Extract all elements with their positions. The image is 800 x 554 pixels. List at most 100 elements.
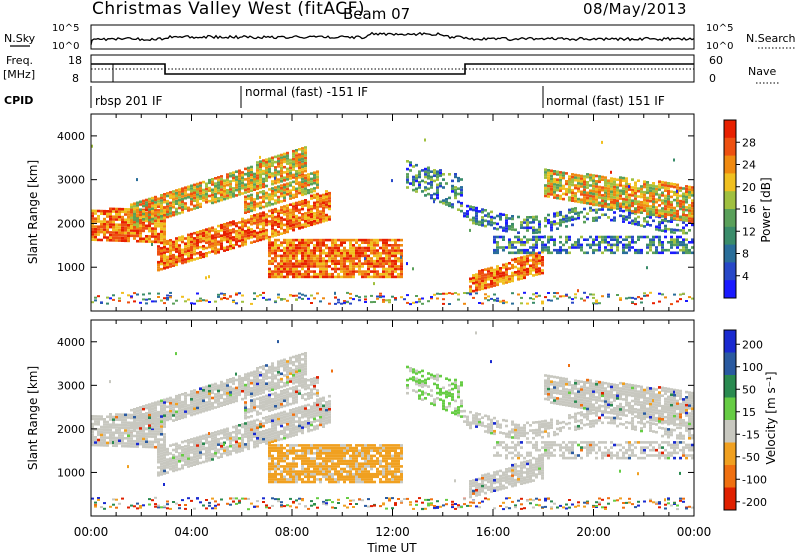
data-cell — [535, 257, 538, 261]
data-cell — [610, 177, 613, 180]
data-cell — [529, 221, 532, 224]
data-cell — [412, 183, 415, 187]
data-cell — [319, 259, 322, 263]
data-cell — [418, 300, 421, 303]
data-cell — [223, 187, 226, 190]
data-cell — [289, 246, 292, 250]
data-cell — [502, 263, 505, 267]
data-cell — [184, 258, 187, 261]
data-cell — [550, 185, 553, 188]
data-cell — [505, 270, 508, 274]
data-cell — [265, 215, 268, 219]
data-cell — [94, 501, 97, 504]
data-cell — [682, 218, 685, 222]
data-cell — [292, 149, 295, 153]
data-cell — [232, 436, 235, 439]
data-cell — [619, 176, 622, 179]
data-cell — [535, 268, 538, 271]
data-cell — [358, 251, 361, 255]
data-cell — [304, 167, 307, 170]
data-cell — [439, 184, 442, 188]
data-cell — [259, 384, 262, 387]
data-cell — [199, 192, 202, 195]
data-cell — [286, 270, 289, 273]
data-cell — [178, 396, 181, 400]
data-cell — [622, 246, 625, 249]
data-cell — [601, 202, 604, 205]
data-cell — [244, 427, 247, 431]
data-cell — [592, 184, 595, 188]
data-cell — [304, 161, 307, 165]
data-cell — [280, 257, 283, 260]
data-cell — [193, 252, 196, 256]
data-cell — [181, 251, 184, 254]
data-cell — [205, 233, 208, 237]
data-cell — [394, 270, 397, 273]
data-cell — [568, 219, 571, 222]
data-cell — [565, 190, 568, 194]
data-cell — [532, 261, 535, 264]
data-cell — [217, 451, 220, 454]
data-cell — [346, 272, 349, 276]
data-cell — [397, 267, 400, 271]
data-cell — [232, 195, 235, 198]
data-cell — [157, 432, 160, 436]
data-cell — [370, 301, 373, 304]
data-cell — [202, 196, 205, 200]
data-cell — [253, 219, 256, 222]
data-cell — [304, 257, 307, 260]
data-cell — [136, 214, 139, 218]
data-cell — [301, 257, 304, 260]
data-cell — [214, 446, 217, 450]
data-cell — [631, 194, 634, 197]
data-cell — [409, 163, 412, 167]
data-cell — [136, 434, 139, 438]
data-cell — [163, 403, 166, 407]
data-cell — [256, 213, 259, 216]
data-cell — [133, 231, 136, 235]
data-cell — [106, 215, 109, 218]
data-cell — [361, 265, 364, 268]
data-cell — [298, 161, 301, 164]
data-cell — [223, 182, 226, 185]
data-cell — [223, 428, 226, 431]
data-cell — [277, 195, 280, 199]
data-cell — [157, 458, 160, 461]
data-cell — [289, 238, 292, 242]
data-cell — [595, 299, 598, 302]
data-cell — [214, 184, 217, 188]
data-cell — [130, 234, 133, 238]
data-cell — [238, 193, 241, 196]
data-cell — [271, 244, 274, 247]
data-cell — [484, 273, 487, 277]
data-cell — [553, 185, 556, 189]
data-cell — [103, 507, 106, 510]
data-cell — [97, 415, 100, 418]
data-cell — [145, 219, 148, 223]
data-cell — [289, 227, 292, 230]
data-cell — [655, 246, 658, 249]
data-cell — [307, 257, 310, 260]
data-cell — [517, 251, 520, 255]
data-cell — [214, 238, 217, 242]
data-cell — [247, 408, 250, 411]
data-cell — [661, 186, 664, 189]
data-cell — [394, 297, 397, 300]
data-cell — [382, 244, 385, 247]
data-cell — [526, 251, 529, 255]
data-cell — [394, 238, 397, 242]
data-cell — [199, 299, 202, 302]
data-cell — [406, 173, 409, 176]
data-cell — [256, 205, 259, 208]
data-cell — [493, 248, 496, 252]
data-cell — [178, 190, 181, 194]
data-cell — [172, 467, 175, 470]
data-cell — [577, 216, 580, 220]
data-cell — [127, 434, 130, 438]
data-cell — [337, 249, 340, 252]
data-cell — [184, 399, 187, 403]
data-cell — [253, 394, 256, 397]
data-cell — [625, 215, 628, 219]
data-cell — [334, 270, 337, 273]
